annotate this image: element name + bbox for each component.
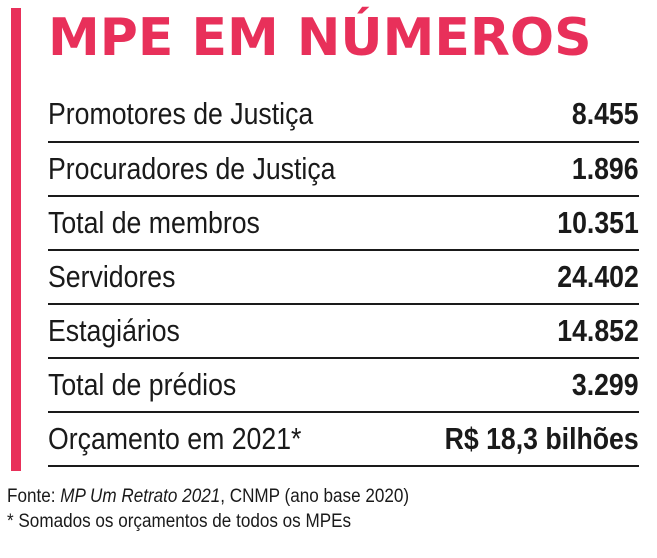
row-value: 10.351 xyxy=(557,205,639,240)
row-label: Procuradores de Justiça xyxy=(48,151,336,186)
row-label: Total de membros xyxy=(48,205,260,240)
table-row: Total de prédios 3.299 xyxy=(48,357,639,411)
source-prefix: Fonte: xyxy=(7,486,61,507)
table-row: Procuradores de Justiça 1.896 xyxy=(48,141,639,195)
row-value: 1.896 xyxy=(572,151,639,186)
table-row: Promotores de Justiça 8.455 xyxy=(48,87,639,141)
table-row: Estagiários 14.852 xyxy=(48,303,639,357)
table-row: Servidores 24.402 xyxy=(48,249,639,303)
source-suffix: , CNMP (ano base 2020) xyxy=(220,486,410,507)
table-row: Orçamento em 2021* R$ 18,3 bilhões xyxy=(48,411,639,467)
table-row: Total de membros 10.351 xyxy=(48,195,639,249)
accent-bar xyxy=(11,8,21,471)
stats-table: Promotores de Justiça 8.455 Procuradores… xyxy=(48,87,639,467)
footnote: * Somados os orçamentos de todos os MPEs xyxy=(7,511,352,532)
source-title: MP Um Retrato 2021 xyxy=(60,486,221,507)
footer-notes: Fonte: MP Um Retrato 2021, CNMP (ano bas… xyxy=(7,484,409,534)
source-line: Fonte: MP Um Retrato 2021, CNMP (ano bas… xyxy=(7,484,409,509)
row-value: 14.852 xyxy=(557,313,639,348)
page-title: MPE EM NÚMEROS xyxy=(48,8,592,68)
row-label: Promotores de Justiça xyxy=(48,96,314,131)
row-value: 8.455 xyxy=(572,96,639,131)
row-label: Servidores xyxy=(48,259,176,294)
row-value: 24.402 xyxy=(557,259,639,294)
row-label: Total de prédios xyxy=(48,367,237,402)
row-label: Estagiários xyxy=(48,313,180,348)
row-value: 3.299 xyxy=(572,367,639,402)
row-label: Orçamento em 2021* xyxy=(48,421,302,456)
row-value: R$ 18,3 bilhões xyxy=(444,421,639,456)
